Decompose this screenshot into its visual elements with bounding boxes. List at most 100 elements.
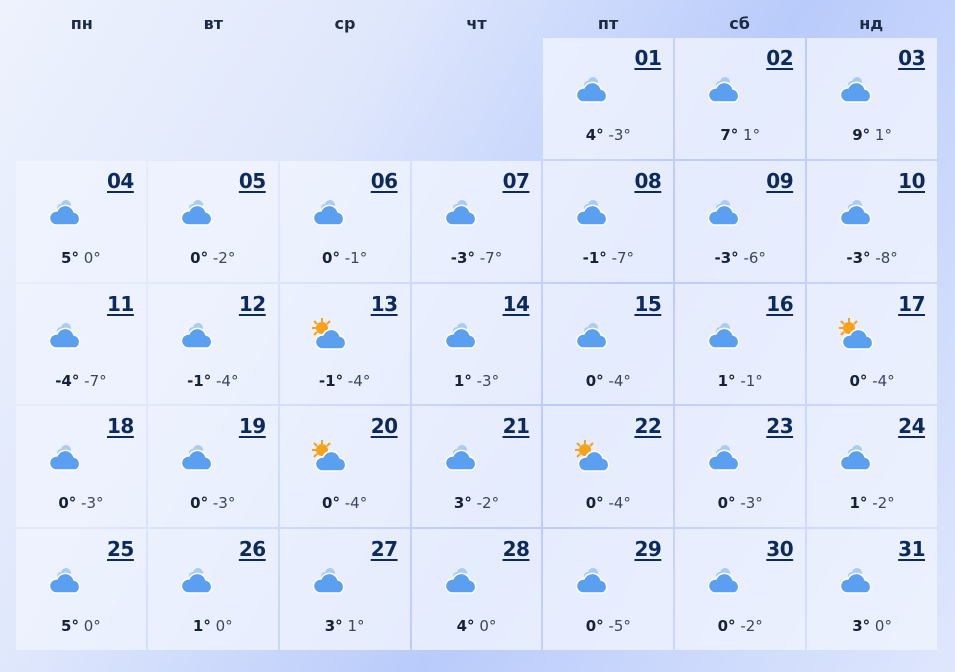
temperatures: 7° 1° bbox=[675, 126, 805, 144]
day-number[interactable]: 05 bbox=[238, 168, 266, 193]
day-cell[interactable]: 27 3° 1° bbox=[279, 529, 410, 650]
day-cell[interactable]: 10 -3° -8° bbox=[807, 160, 937, 282]
temperatures: 9° 1° bbox=[807, 126, 937, 144]
partly-sunny-icon bbox=[575, 440, 610, 473]
day-cell[interactable]: 26 1° 0° bbox=[147, 529, 278, 650]
day-number[interactable]: 28 bbox=[502, 537, 530, 562]
cloudy-icon bbox=[576, 568, 608, 594]
day-number[interactable]: 11 bbox=[107, 291, 134, 316]
day-number[interactable]: 14 bbox=[502, 291, 530, 316]
temp-low: -4° bbox=[872, 371, 895, 390]
temp-low: 0° bbox=[83, 617, 101, 636]
temperatures: 0° -3° bbox=[675, 494, 805, 512]
temp-low: -3° bbox=[81, 494, 104, 513]
day-number[interactable]: 01 bbox=[634, 46, 662, 70]
cloudy-icon bbox=[576, 322, 608, 349]
cloudy-icon bbox=[48, 199, 81, 226]
day-cell[interactable]: 18 0° -3° bbox=[16, 406, 146, 528]
temp-low: -3° bbox=[476, 371, 500, 390]
day-number[interactable]: 13 bbox=[370, 291, 398, 316]
day-cell[interactable]: 23 0° -3° bbox=[675, 406, 806, 528]
day-number[interactable]: 31 bbox=[898, 537, 925, 562]
day-number[interactable]: 12 bbox=[238, 291, 266, 316]
day-number[interactable]: 26 bbox=[238, 537, 266, 562]
day-number[interactable]: 15 bbox=[634, 291, 662, 316]
temperatures: -3° -7° bbox=[412, 249, 542, 267]
temp-high: -1° bbox=[318, 371, 344, 390]
day-cell[interactable]: 29 0° -5° bbox=[543, 529, 674, 650]
temp-low: -2° bbox=[476, 494, 500, 513]
day-number[interactable]: 23 bbox=[766, 414, 794, 439]
temp-high: 0° bbox=[58, 494, 77, 513]
day-number[interactable]: 29 bbox=[634, 537, 662, 562]
day-cell[interactable]: 05 0° -2° bbox=[147, 160, 278, 282]
temp-low: -1° bbox=[740, 371, 763, 390]
day-number[interactable]: 08 bbox=[634, 168, 662, 193]
day-number[interactable]: 09 bbox=[766, 168, 794, 193]
day-number[interactable]: 02 bbox=[766, 46, 794, 70]
temperatures: -1° -7° bbox=[543, 249, 673, 267]
empty-cell bbox=[16, 38, 146, 159]
day-cell[interactable]: 02 7° 1° bbox=[675, 38, 806, 159]
temp-low: 1° bbox=[743, 126, 761, 144]
day-cell[interactable]: 08 -1° -7° bbox=[543, 160, 674, 282]
day-cell[interactable]: 01 4° -3° bbox=[543, 38, 674, 159]
day-cell[interactable]: 07 -3° -7° bbox=[411, 160, 542, 282]
day-cell[interactable]: 25 5° 0° bbox=[16, 529, 146, 650]
day-number[interactable]: 03 bbox=[898, 46, 925, 70]
day-cell[interactable]: 22 0° -4° bbox=[543, 406, 674, 528]
day-number[interactable]: 07 bbox=[502, 168, 530, 193]
day-number[interactable]: 21 bbox=[502, 414, 530, 439]
day-cell[interactable]: 04 5° 0° bbox=[16, 160, 146, 282]
day-number[interactable]: 16 bbox=[766, 291, 794, 316]
temp-low: -4° bbox=[608, 371, 631, 390]
day-cell[interactable]: 21 3° -2° bbox=[411, 406, 542, 528]
day-cell[interactable]: 03 9° 1° bbox=[807, 38, 937, 159]
day-cell[interactable]: 14 1° -3° bbox=[411, 283, 542, 405]
day-number[interactable]: 10 bbox=[898, 168, 925, 193]
cloudy-icon bbox=[839, 568, 872, 594]
day-cell[interactable]: 13 -1° -4° bbox=[279, 283, 410, 405]
empty-cell bbox=[280, 38, 410, 159]
partly-sunny-icon bbox=[311, 440, 347, 473]
day-cell[interactable]: 11 -4° -7° bbox=[16, 283, 146, 405]
cloudy-icon bbox=[180, 199, 213, 226]
day-number[interactable]: 19 bbox=[238, 414, 266, 439]
day-number[interactable]: 24 bbox=[898, 414, 925, 439]
day-cell[interactable]: 06 0° -1° bbox=[279, 160, 410, 282]
cloudy-icon bbox=[576, 77, 608, 103]
cloudy-icon bbox=[839, 445, 872, 472]
temp-high: 1° bbox=[192, 617, 211, 636]
day-number[interactable]: 27 bbox=[370, 537, 398, 562]
temperatures: 4° -3° bbox=[543, 126, 673, 144]
day-number[interactable]: 30 bbox=[766, 537, 794, 562]
temp-high: 0° bbox=[849, 371, 868, 390]
temperatures: 0° -4° bbox=[543, 494, 673, 512]
day-cell[interactable]: 24 1° -2° bbox=[807, 406, 937, 528]
day-cell[interactable]: 12 -1° -4° bbox=[147, 283, 278, 405]
temp-low: 0° bbox=[479, 617, 497, 636]
day-cell[interactable]: 17 0° -4° bbox=[807, 283, 937, 405]
day-cell[interactable]: 15 0° -4° bbox=[543, 283, 674, 405]
day-number[interactable]: 06 bbox=[370, 168, 398, 193]
temp-high: -3° bbox=[450, 248, 475, 267]
day-cell[interactable]: 09 -3° -6° bbox=[675, 160, 806, 282]
day-cell[interactable]: 30 0° -2° bbox=[675, 529, 806, 650]
temperatures: 3° 0° bbox=[807, 617, 937, 635]
day-cell[interactable]: 20 0° -4° bbox=[279, 406, 410, 528]
day-cell[interactable]: 19 0° -3° bbox=[147, 406, 278, 528]
day-number[interactable]: 20 bbox=[370, 414, 398, 439]
day-number[interactable]: 04 bbox=[107, 168, 134, 193]
cloudy-icon bbox=[312, 568, 345, 594]
temp-high: 1° bbox=[453, 371, 472, 390]
day-number[interactable]: 17 bbox=[898, 291, 925, 316]
day-number[interactable]: 18 bbox=[107, 414, 134, 439]
temp-high: 1° bbox=[717, 371, 736, 390]
day-cell[interactable]: 16 1° -1° bbox=[675, 283, 806, 405]
temperatures: -4° -7° bbox=[16, 372, 146, 390]
day-cell[interactable]: 28 4° 0° bbox=[411, 529, 542, 650]
cloudy-icon bbox=[312, 199, 345, 226]
day-number[interactable]: 25 bbox=[107, 537, 134, 562]
day-number[interactable]: 22 bbox=[634, 414, 662, 439]
day-cell[interactable]: 31 3° 0° bbox=[807, 529, 937, 650]
